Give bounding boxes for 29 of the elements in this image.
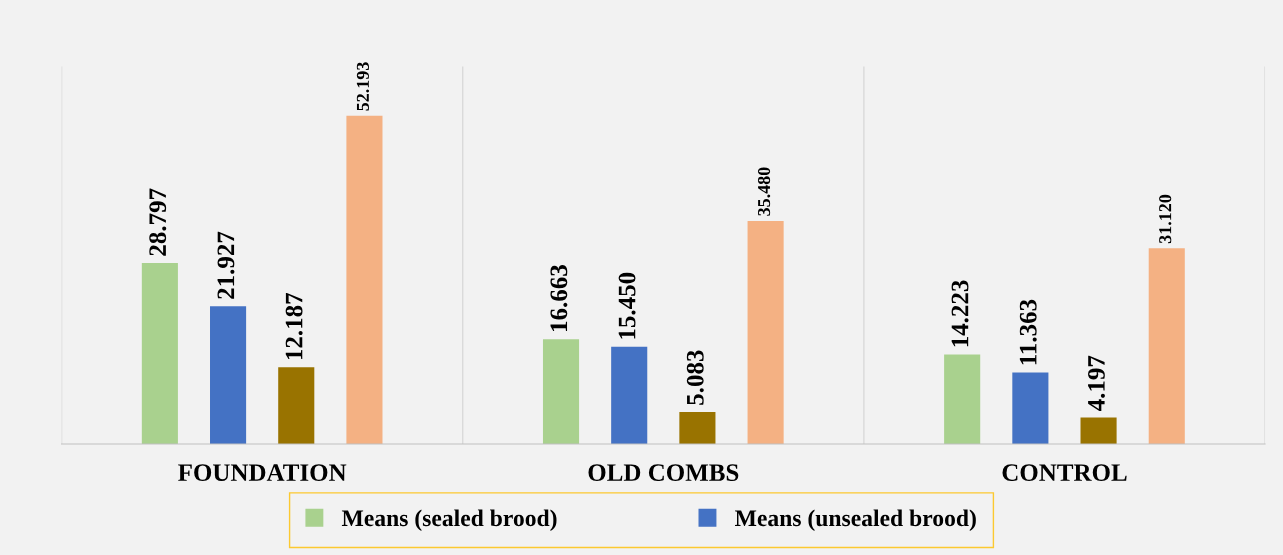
bar [278,367,315,444]
x-tick-label: FOUNDATION [178,464,347,482]
data-label: 4.197 [1088,355,1105,412]
data-label: 28.797 [149,188,167,256]
bar [747,220,784,444]
legend-label: Means (unsealed brood) [735,509,976,531]
data-label: 15.450 [618,272,636,339]
x-tick-label: CONTROL [1002,464,1127,482]
bar [542,339,580,444]
bar [611,346,648,444]
data-label: 16.663 [550,265,568,331]
bar [346,115,383,444]
data-label: 5.083 [686,350,704,405]
bar [1148,248,1185,444]
data-label: 21.927 [217,231,235,299]
bar [1012,372,1049,444]
bar [944,354,981,444]
x-tick-label: OLD COMBS [588,464,739,482]
data-label: 14.223 [951,280,969,347]
bar [1080,417,1117,444]
data-label: 12.187 [285,292,303,360]
bar [141,262,178,444]
legend-label: Means (sealed brood) [341,509,557,531]
data-label: 35.480 [757,167,771,216]
data-label: 11.363 [1019,299,1037,365]
data-label: 52.193 [356,62,370,111]
data-label: 31.120 [1159,194,1172,244]
bar [210,306,247,444]
bar [679,412,716,444]
